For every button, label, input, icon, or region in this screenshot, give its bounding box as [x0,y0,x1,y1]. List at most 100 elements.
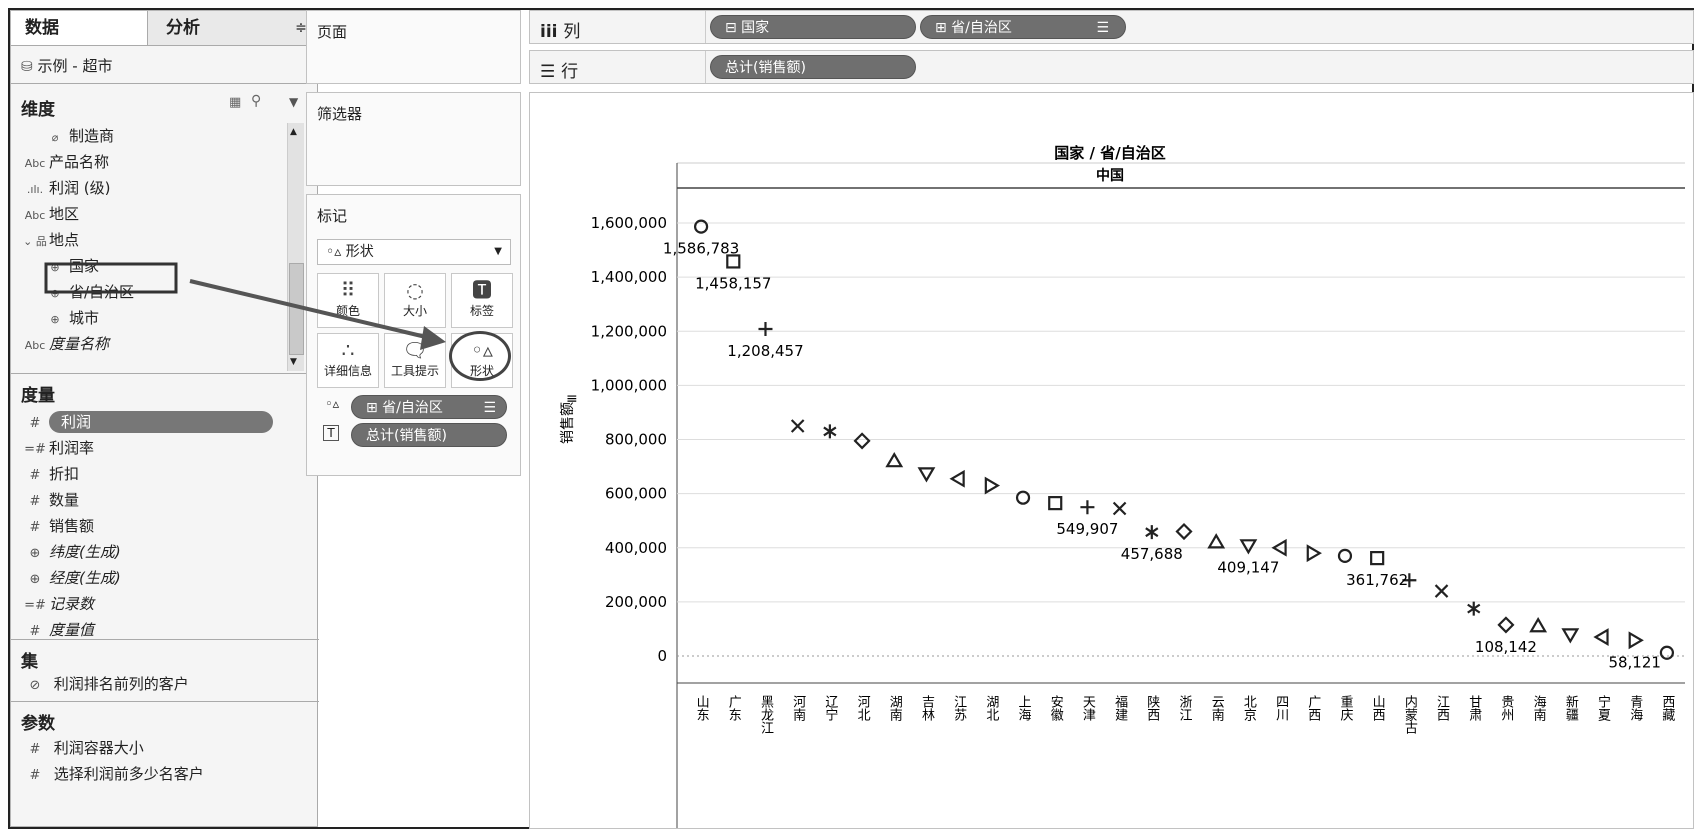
label-icon: 🆃 [472,278,492,302]
y-tick-label: 0 [657,647,667,665]
globe-icon: ⊕ [29,572,41,587]
x-tick-label: 上海 [1016,695,1032,721]
divider [11,701,319,702]
y-tick-label: 400,000 [605,539,667,557]
data-point [1015,490,1031,505]
y-tick-label: 600,000 [605,485,667,503]
sort-icon: ☰ [483,400,496,416]
measure-item[interactable]: # 度量值 [11,617,319,643]
scroll-up-icon[interactable]: ▲ [290,127,297,137]
column-pill-country[interactable]: ⊟ 国家 [710,15,916,39]
detail-button[interactable]: ∴ 详细信息 [317,333,379,388]
mark-pill-shape[interactable]: ⊞ 省/自治区 ☰ [351,395,507,419]
y-axis-label: 销售额 [560,402,576,444]
column-pill-province[interactable]: ⊞ 省/自治区 ☰ [920,15,1126,39]
x-tick-label: 北京 [1241,695,1257,721]
dimension-item[interactable]: Abc 产品名称 [11,149,319,175]
data-label: 58,121 [1608,653,1661,671]
rows-shelf[interactable]: ☰ 行 总计(销售额) [529,50,1694,84]
chart-svg: 国家 / 省/自治区 中国 销售额 ≡ 0 200,000 400,000 600,0… [560,144,1685,828]
bar-chart-icon: .ılı. [26,183,44,196]
hash-calc-icon: =# [24,442,46,457]
tab-menu-icon[interactable]: ≑ [295,20,307,36]
set-icon: ⊘ [29,678,41,693]
measure-item[interactable]: =# 记录数 [11,591,319,617]
filters-card[interactable]: 筛选器 [306,92,521,186]
dimension-item[interactable]: .ılı. 利润 (级) [11,175,319,201]
measure-label: 利润 [49,411,273,433]
data-label: 549,907 [1056,520,1118,538]
data-point [1529,617,1548,633]
dimension-label: 地点 [49,231,80,249]
view-toggle-icon[interactable]: ▦ [229,95,242,110]
dimension-label: 利润 (级) [49,179,111,197]
pages-card[interactable]: 页面 [306,10,521,84]
data-point [1239,539,1258,555]
abc-icon: Abc [24,209,46,222]
dimension-item[interactable]: Abc 地区 [11,201,319,227]
tab-data[interactable]: 数据 [11,11,147,45]
data-point [1175,522,1193,541]
mark-type-select[interactable]: ◦▵ 形状 ▼ [317,239,511,265]
data-label: 1,586,783 [663,240,739,258]
x-tick-label: 黑龙江 [758,695,774,734]
divider [11,373,319,374]
set-item[interactable]: ⊘ 利润排名前列的客户 [11,671,319,697]
x-tick-label: 江苏 [951,695,967,721]
color-button[interactable]: ⠿ 颜色 [317,273,379,328]
dimension-label: 制造商 [69,127,115,145]
color-button-label: 颜色 [335,304,360,318]
hash-icon: # [29,494,41,509]
x-tick-label: 青海 [1627,695,1643,721]
x-tick-label: 江西 [1434,695,1450,721]
label-button[interactable]: 🆃 标签 [451,273,513,328]
param-item[interactable]: # 利润容器大小 [11,735,319,761]
dimension-item[interactable]: ⌄ 品地点 [11,227,319,253]
y-tick-label: 1,000,000 [591,376,667,394]
tooltip-button[interactable]: 🗨 工具提示 [384,333,446,388]
measure-item[interactable]: ⊕ 纬度(生成) [11,539,319,565]
row-pill-sales[interactable]: 总计(销售额) [710,55,916,79]
measure-item[interactable]: # 折扣 [11,461,319,487]
dimension-item[interactable]: Abc 度量名称 [11,331,319,357]
hash-icon: # [29,416,41,431]
size-button[interactable]: ◌ 大小 [384,273,446,328]
scroll-down-icon[interactable]: ▼ [290,357,297,367]
scrollbar[interactable]: ▲ ▼ [287,123,304,371]
measure-item[interactable]: # 销售额 [11,513,319,539]
measure-item[interactable]: # 数量 [11,487,319,513]
columns-shelf[interactable]: iii 列 ⊟ 国家 ⊞ 省/自治区 ☰ [529,10,1694,44]
dimension-item[interactable]: ⊕ 国家 [11,253,319,279]
scroll-thumb[interactable] [289,263,304,355]
data-point [1080,500,1095,515]
data-point [1207,533,1226,549]
viz-area: 国家 / 省/自治区 中国 销售额 ≡ 0 200,000 400,000 600,0… [529,92,1694,829]
x-tick-label: 吉林 [919,695,935,721]
data-pane: 数据 分析 ≑ ⛁ 示例 - 超市 维度 ▦ ⚲ ▼ ⌀ 制造商 Abc 产品名称 .ı… [10,10,319,827]
globe-icon: ⊕ [50,313,60,326]
hash-icon: # [29,742,41,757]
dimension-item[interactable]: ⌀ 制造商 [11,123,319,149]
dimension-item[interactable]: ⊕ 城市 [11,305,319,331]
x-tick-label: 山东 [694,695,710,721]
measure-item[interactable]: ⊕ 经度(生成) [11,565,319,591]
data-label: 361,762 [1346,571,1408,589]
x-tick-label: 陕西 [1144,695,1160,721]
measure-item[interactable]: # 利润 [11,409,319,435]
data-source[interactable]: ⛁ 示例 - 超市 [21,55,112,76]
dimensions-menu-icon[interactable]: ▼ [289,95,299,109]
mark-pill-label-text[interactable]: 总计(销售额) [351,423,507,447]
x-tick-label: 宁夏 [1595,694,1611,721]
dimension-label: 地区 [49,205,80,223]
dimension-item[interactable]: ⊕ 省/自治区 [11,279,319,305]
data-point [1593,628,1609,646]
tab-analysis[interactable]: 分析 [147,11,283,45]
x-tick-label: 湖北 [983,695,999,722]
x-tick-label: 云南 [1209,695,1225,721]
x-tick-label: 天津 [1080,695,1096,721]
search-icon[interactable]: ⚲ [251,93,262,109]
measure-item[interactable]: =# 利润率 [11,435,319,461]
sort-indicator-icon[interactable]: ≡ [566,391,578,407]
param-item[interactable]: # 选择利润前多少名客户 [11,761,319,781]
measure-label: 经度(生成) [49,569,121,587]
